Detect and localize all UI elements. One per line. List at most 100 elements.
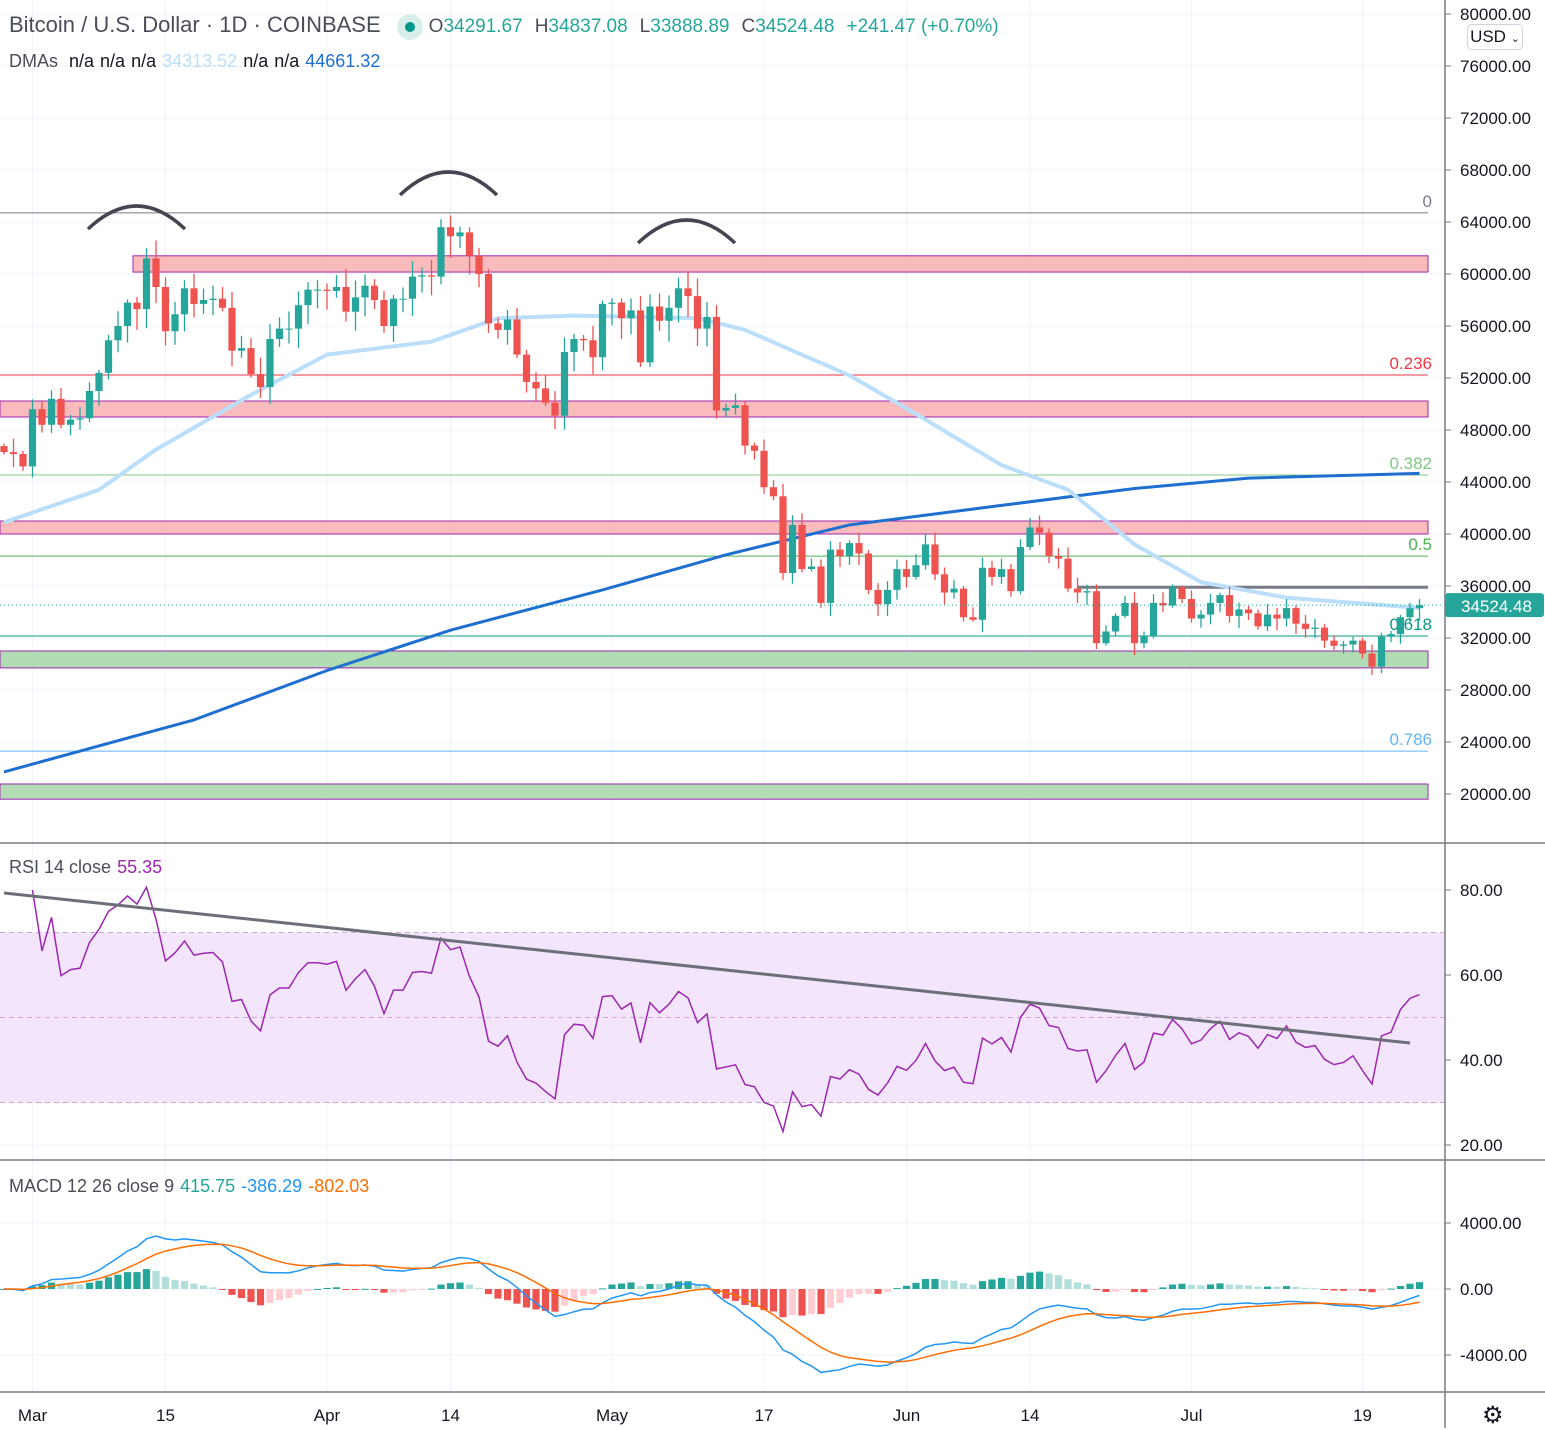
candle [275,317,284,347]
macd-histogram-bar [798,1289,806,1316]
macd-histogram-bar [940,1280,949,1289]
candle [57,387,65,429]
macd-histogram-bar [532,1289,540,1310]
candle [123,299,132,343]
candle [161,277,170,346]
fib-level-label: 0.618 [1389,615,1432,634]
candle-body [779,496,787,573]
candle-body [503,319,512,330]
low-label: L [639,16,651,37]
candle [408,261,417,316]
symbol-title[interactable]: Bitcoin / U.S. Dollar · 1D · COINBASE [9,12,381,37]
macd-histogram-bar [988,1279,996,1289]
candle-body [418,275,426,277]
macd-axis-label: 4000.00 [1460,1214,1521,1233]
candle [1206,593,1215,625]
candle-body [1225,595,1234,616]
price-axis-label: 80000.00 [1460,5,1531,24]
candle [1064,547,1072,593]
macd-histogram-bar [446,1283,455,1289]
candle [769,480,778,501]
macd-histogram-bar [1225,1284,1234,1289]
macd-histogram-bar [1073,1282,1082,1289]
macd-histogram-bar [1054,1275,1063,1289]
candle-body [237,348,246,351]
macd-histogram-bar [266,1289,274,1303]
macd-histogram-bar [1339,1289,1348,1291]
candle [0,443,8,455]
macd-histogram-bar [655,1284,664,1289]
macd-histogram-bar [1301,1287,1310,1289]
dma200-line [3,471,1420,774]
macd-histogram-bar [1178,1283,1186,1289]
candle-body [997,569,1006,577]
candle-body [1273,614,1281,619]
fib-level-label: 0.382 [1389,454,1432,473]
low: 33888.89 [650,16,730,37]
candle-body [256,374,265,388]
price-legend: Bitcoin / U.S. Dollar · 1D · COINBASE O34… [9,12,1005,40]
price-axis-label: 56000.00 [1460,317,1531,336]
candle-body [1083,591,1091,593]
candle-body [655,306,664,321]
candle-body [741,405,749,446]
candle [209,285,217,316]
candle [294,291,303,349]
candle-body [228,307,236,351]
candle [465,227,474,275]
rsi-axis-label: 20.00 [1460,1136,1503,1155]
candle [437,219,445,285]
candle-body [598,303,607,358]
currency-button[interactable]: USD ⌄ [1467,24,1523,50]
macd-histogram-bar [114,1274,122,1289]
candle [228,291,236,367]
candle [940,567,949,605]
candle [342,268,350,322]
macd-histogram-bar [332,1287,341,1289]
candle [750,442,759,460]
candle [741,400,749,455]
dma-legend[interactable]: DMAs n/a n/a n/a 34313.52 n/a n/a 44661.32 [9,51,386,72]
candle-body [1159,602,1167,606]
macd-histogram-bar [826,1289,835,1308]
candle [627,298,635,335]
macd-histogram-bar [1159,1287,1167,1289]
candle-body [636,310,645,363]
macd-line [3,1235,1420,1374]
macd-histogram-bar [1273,1286,1281,1289]
macd-histogram-bar [750,1289,759,1307]
candle [446,215,455,258]
candle-body [1149,602,1158,636]
macd-histogram-bar [931,1278,939,1289]
candle [655,293,664,332]
candle-body [95,372,103,391]
candle [1007,563,1015,597]
candle [608,298,616,326]
time-axis-label: 15 [156,1406,175,1425]
candle-body [674,288,683,308]
candle-body [1292,608,1300,624]
macd-histogram-bar [969,1284,977,1289]
candle [646,294,654,368]
macd-histogram-bar [475,1287,483,1289]
candle-body [646,306,654,363]
candle-body [769,487,778,497]
rsi-legend[interactable]: RSI 14 close 55.35 [9,857,168,878]
candle [1159,592,1167,613]
candle [313,280,322,309]
macd-histogram-bar [380,1289,388,1293]
macd-histogram-bar [323,1287,331,1289]
macd-legend[interactable]: MACD 12 26 close 9 415.75 -386.29 -802.03 [9,1176,375,1197]
gear-icon[interactable]: ⚙ [1482,1402,1504,1429]
candle [1282,599,1291,627]
candle-body [1339,644,1348,646]
macd-histogram-bar [209,1287,217,1289]
candle-body [1121,602,1129,616]
candle [1368,644,1376,675]
high: 34837.08 [548,16,628,37]
candle [247,338,255,378]
candle [988,561,996,586]
macd-histogram-bar [1377,1289,1386,1291]
candle-body [560,352,569,416]
